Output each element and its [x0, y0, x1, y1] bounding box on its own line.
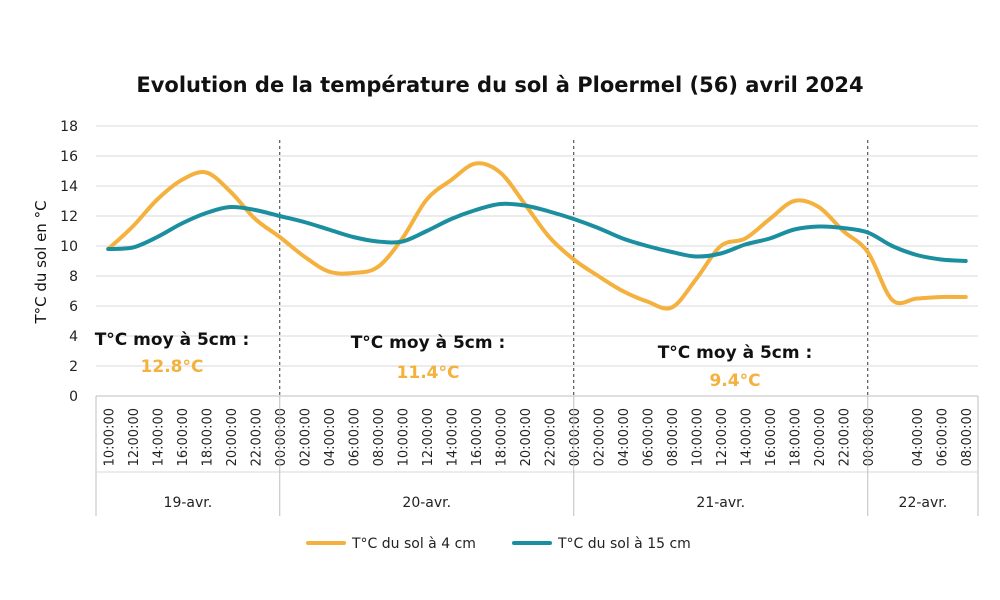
x-tick-label: 04:00:00 — [911, 408, 926, 466]
annotations: T°C moy à 5cm : 12.8°C T°C moy à 5cm : 11.4… — [95, 330, 813, 391]
avg-temp-value: 11.4°C — [397, 363, 460, 383]
x-tick-label: 08:00:00 — [372, 408, 387, 466]
y-tick-label: 18 — [60, 119, 78, 135]
y-tick-label: 8 — [69, 269, 78, 285]
x-tick-label: 06:00:00 — [641, 408, 656, 466]
x-tick-label: 04:00:00 — [323, 408, 338, 466]
x-tick-label: 12:00:00 — [421, 408, 436, 466]
x-tick-label: 16:00:00 — [470, 408, 485, 466]
day-label: 20-avr. — [402, 495, 451, 511]
y-axis-label: T°C du sol en °C — [32, 200, 50, 324]
x-tick-label: 02:00:00 — [298, 408, 313, 466]
x-tick-label: 20:00:00 — [519, 408, 534, 466]
x-tick-label: 00:00:00 — [862, 408, 877, 466]
x-tick-label: 10:00:00 — [102, 408, 117, 466]
x-tick-label: 20:00:00 — [813, 408, 828, 466]
day-label: 21-avr. — [696, 495, 745, 511]
x-tick-label: 00:00:00 — [568, 408, 583, 466]
avg-temp-label: T°C moy à 5cm : — [95, 330, 250, 350]
x-tick-label: 16:00:00 — [764, 408, 779, 466]
x-tick-label: 14:00:00 — [739, 408, 754, 466]
y-tick-label: 6 — [69, 299, 78, 315]
x-tick-label: 18:00:00 — [200, 408, 215, 466]
y-tick-label: 16 — [60, 149, 78, 165]
legend: T°C du sol à 4 cm T°C du sol à 15 cm — [306, 536, 691, 552]
day-label: 22-avr. — [899, 495, 948, 511]
x-tick-label: 04:00:00 — [617, 408, 632, 466]
x-tick-label: 22:00:00 — [543, 408, 558, 466]
y-axis: 0 2 4 6 8 10 12 14 16 18 — [60, 119, 78, 405]
chart-title: Evolution de la température du sol à Plo… — [136, 73, 863, 97]
legend-label-4cm: T°C du sol à 4 cm — [351, 536, 476, 552]
y-tick-label: 10 — [60, 239, 78, 255]
x-axis: 10:00:00 12:00:00 14:00:00 16:00:00 18:00:00… — [95, 396, 979, 516]
day-groups: 19-avr. 20-avr. 21-avr. 22-avr. — [164, 396, 948, 516]
y-tick-label: 2 — [69, 359, 78, 375]
x-tick-label: 06:00:00 — [935, 408, 950, 466]
x-tick-label: 02:00:00 — [592, 408, 607, 466]
x-tick-label: 12:00:00 — [127, 408, 142, 466]
y-tick-label: 14 — [60, 179, 78, 195]
day-separators — [279, 140, 869, 396]
x-tick-label: 16:00:00 — [176, 408, 191, 466]
x-tick-label: 00:00:00 — [274, 408, 289, 466]
avg-temp-value: 9.4°C — [709, 371, 760, 391]
avg-temp-value: 12.8°C — [141, 357, 204, 377]
x-tick-label: 14:00:00 — [445, 408, 460, 466]
x-tick-label: 06:00:00 — [347, 408, 362, 466]
series-line-15cm — [106, 201, 968, 263]
x-tick-label: 22:00:00 — [837, 408, 852, 466]
x-tick-label: 18:00:00 — [494, 408, 509, 466]
y-tick-label: 0 — [69, 389, 78, 405]
x-tick-label: 14:00:00 — [151, 408, 166, 466]
avg-temp-label: T°C moy à 5cm : — [351, 333, 506, 353]
y-tick-label: 12 — [60, 209, 78, 225]
y-tick-label: 4 — [69, 329, 78, 345]
y-grid — [96, 125, 978, 397]
x-tick-label: 22:00:00 — [249, 408, 264, 466]
day-label: 19-avr. — [164, 495, 213, 511]
series-line-4cm — [106, 161, 968, 311]
x-tick-label: 10:00:00 — [396, 408, 411, 466]
x-tick-label: 08:00:00 — [960, 408, 975, 466]
series-lines — [106, 161, 968, 311]
x-tick-label: 18:00:00 — [788, 408, 803, 466]
avg-temp-label: T°C moy à 5cm : — [658, 343, 813, 363]
x-tick-label: 08:00:00 — [666, 408, 681, 466]
legend-label-15cm: T°C du sol à 15 cm — [557, 536, 691, 552]
x-tick-label: 12:00:00 — [715, 408, 730, 466]
x-tick-label: 20:00:00 — [225, 408, 240, 466]
x-tick-label: 10:00:00 — [690, 408, 705, 466]
